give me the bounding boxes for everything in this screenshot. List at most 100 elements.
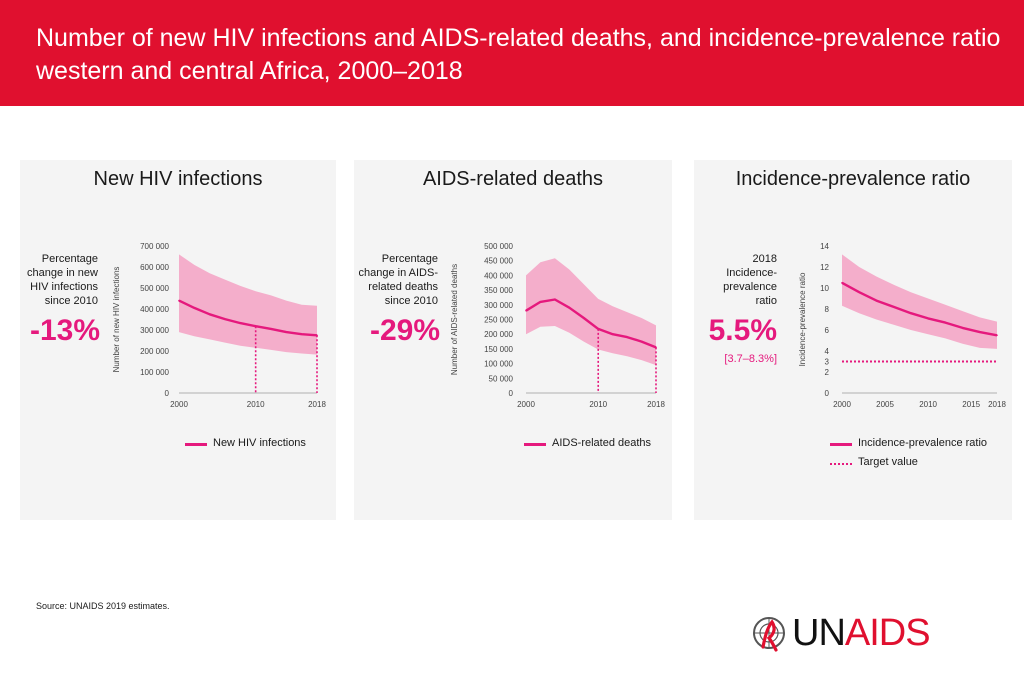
y-axis-label: Number of AIDS-related deaths (450, 264, 459, 375)
panel-title: New HIV infections (93, 168, 263, 190)
legend-line-swatch (830, 443, 852, 446)
y-tick-label: 500 000 (140, 284, 169, 293)
y-tick-label: 300 000 (484, 301, 513, 310)
data-point (193, 307, 196, 309)
y-tick-label: 0 (825, 389, 830, 398)
data-point (978, 331, 981, 333)
y-tick-label: 10 (820, 284, 829, 293)
x-tick-label: 2000 (833, 400, 851, 409)
data-point (892, 306, 895, 308)
y-tick-label: 250 000 (484, 316, 513, 325)
data-point (285, 331, 288, 333)
series-line (841, 281, 998, 337)
y-tick-label: 50 000 (489, 374, 514, 383)
data-point (582, 317, 585, 319)
un-emblem-icon (753, 617, 785, 652)
series-line (525, 298, 657, 349)
y-tick-label: 600 000 (140, 263, 169, 272)
legend-label: Target value (858, 456, 918, 468)
data-point (239, 322, 242, 324)
unaids-logo: UNAIDS (748, 610, 948, 656)
data-point (961, 327, 964, 329)
data-point (996, 334, 998, 337)
y-tick-label: 350 000 (484, 286, 513, 295)
data-point (640, 340, 643, 343)
y-tick-label: 100 000 (140, 368, 169, 377)
y-tick-label: 200 000 (484, 330, 513, 339)
x-tick-label: 2010 (919, 400, 937, 409)
uncertainty-band (526, 258, 656, 366)
data-point (554, 298, 556, 301)
logo-wordmark: UNAIDS (792, 610, 931, 656)
y-tick-label: 12 (820, 263, 829, 272)
series-line (178, 299, 318, 337)
x-tick-label: 2000 (170, 400, 188, 409)
data-point (927, 317, 929, 320)
logo-un: UN (792, 612, 846, 654)
logo-aids: AIDS (844, 612, 931, 654)
y-tick-label: 700 000 (140, 242, 169, 251)
x-tick-label: 2005 (876, 400, 894, 409)
y-tick-label: 150 000 (484, 345, 513, 354)
y-tick-label: 2 (825, 368, 830, 377)
y-axis-label: Incidence-prevalence ratio (798, 272, 807, 366)
y-tick-label: 0 (509, 389, 514, 398)
panel-title: AIDS-related deaths (422, 168, 604, 190)
stat-value: -29% (369, 314, 440, 347)
data-point (910, 312, 912, 314)
legend-label: AIDS-related deaths (552, 437, 652, 449)
y-tick-label: 450 000 (484, 257, 513, 266)
y-tick-label: 500 000 (484, 242, 513, 251)
x-tick-label: 2018 (308, 400, 326, 409)
uncertainty-band (179, 254, 317, 355)
panel-title: Incidence-prevalence ratio (735, 168, 971, 190)
y-axis-label: Number of new HIV infections (112, 267, 121, 373)
y-tick-label: 0 (165, 389, 170, 398)
data-point (525, 309, 527, 312)
data-point (841, 281, 843, 284)
y-tick-label: 300 000 (140, 326, 169, 335)
data-point (611, 333, 614, 335)
source-note: Source: UNAIDS 2019 estimates. (36, 601, 170, 611)
x-tick-label: 2018 (988, 400, 1006, 409)
data-point (568, 306, 571, 309)
stat-range: [3.7–8.3%] (724, 353, 777, 365)
legend-dotted-swatch (830, 463, 852, 465)
chart-aids-related-deaths: 0 50 000 100 000 150 000 200 000 250 000 300 0… (450, 242, 665, 409)
x-tick-label: 2015 (962, 400, 980, 409)
legend-line-swatch (185, 443, 207, 446)
stat-caption: 2018 Incidence-prevalence ratio (723, 253, 777, 307)
y-tick-label: 8 (825, 305, 830, 314)
header-banner: Number of new HIV infections and AIDS-re… (0, 0, 1024, 106)
y-tick-label: 400 000 (484, 271, 513, 280)
stat-value: -13% (29, 314, 100, 347)
panel-incidence-prevalence-ratio: Incidence-prevalence ratio 2018 Incidenc… (694, 160, 1012, 520)
data-point (270, 328, 272, 330)
chart-new-hiv-infections: 0 100 000 200 000 300 000 400 000 500 000 600 … (112, 242, 326, 409)
legend-label: Incidence-prevalence ratio (858, 437, 988, 449)
y-tick-label: 100 000 (484, 360, 513, 369)
stat-caption: Percentage change in new HIV infections … (27, 253, 98, 307)
x-tick-label: 2000 (517, 400, 535, 409)
data-point (300, 333, 303, 335)
stat-caption: Percentage change in AIDS-related deaths… (358, 253, 439, 307)
data-point (208, 313, 211, 316)
data-point (224, 318, 226, 320)
data-point (539, 301, 542, 303)
y-tick-label: 4 (825, 347, 830, 356)
panel-new-hiv-infections: New HIV infections Percentage change in … (20, 160, 336, 520)
x-tick-label: 2010 (247, 400, 265, 409)
x-tick-label: 2010 (589, 400, 607, 409)
data-point (178, 299, 180, 302)
legend-line-swatch (524, 443, 546, 446)
data-point (626, 336, 628, 338)
data-point (944, 321, 947, 324)
y-tick-label: 14 (820, 242, 829, 251)
x-tick-label: 2018 (647, 400, 665, 409)
y-tick-label: 3 (825, 358, 830, 367)
legend-label: New HIV infections (213, 437, 306, 449)
panel-aids-related-deaths: AIDS-related deaths Percentage change in… (354, 160, 672, 520)
page-title: Number of new HIV infections and AIDS-re… (36, 24, 1001, 85)
y-tick-label: 6 (825, 326, 830, 335)
stat-value: 5.5% (708, 314, 777, 347)
